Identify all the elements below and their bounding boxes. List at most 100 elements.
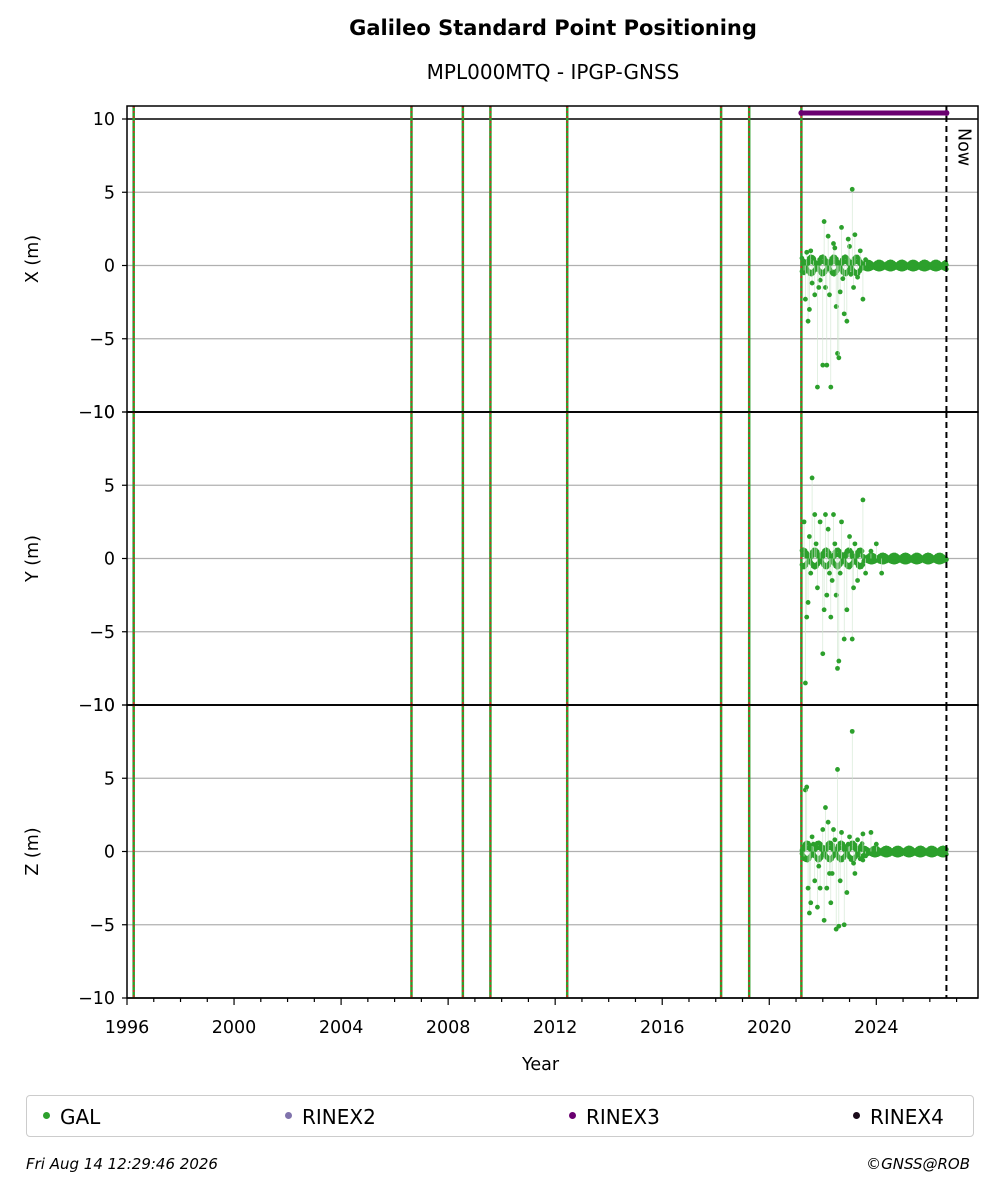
- data-point: [859, 841, 865, 846]
- y-tick-label: −10: [78, 403, 115, 423]
- y-tick-label: 10: [93, 696, 115, 716]
- data-point: [805, 318, 811, 324]
- y-tick-label: 0: [104, 843, 115, 863]
- data-point: [804, 249, 810, 255]
- y-axis-label: Z (m): [23, 827, 43, 875]
- x-tick-label: 2012: [533, 1018, 578, 1038]
- data-point: [832, 245, 838, 251]
- data-point: [944, 262, 949, 268]
- data-point: [808, 248, 814, 254]
- legend-item-gal: GAL: [43, 1105, 100, 1129]
- data-point: [832, 541, 838, 547]
- data-point: [813, 541, 819, 547]
- data-point: [809, 834, 815, 840]
- data-point: [944, 556, 949, 562]
- data-point: [839, 225, 844, 230]
- data-point: [835, 665, 840, 671]
- data-point: [821, 917, 827, 923]
- data-point: [855, 837, 860, 843]
- data-point: [820, 362, 826, 368]
- data-point: [879, 570, 885, 576]
- y-axis-label: Y (m): [23, 535, 43, 583]
- data-point: [851, 585, 856, 591]
- data-point: [841, 636, 847, 642]
- footer-timestamp: Fri Aug 14 12:29:46 2026: [26, 1155, 218, 1173]
- y-tick-label: 0: [104, 257, 115, 277]
- data-point: [842, 843, 847, 849]
- data-point: [801, 270, 807, 276]
- data-point: [804, 550, 810, 556]
- data-point: [821, 607, 827, 613]
- data-point: [819, 844, 825, 849]
- data-point: [802, 296, 808, 302]
- data-point: [823, 258, 829, 263]
- data-point: [825, 233, 831, 239]
- x-tick-label: 2020: [747, 1018, 792, 1038]
- data-point: [820, 827, 826, 832]
- y-tick-label: 5: [104, 476, 115, 496]
- data-point: [829, 270, 835, 276]
- data-point: [812, 878, 818, 884]
- y-tick-label: 10: [93, 403, 115, 423]
- data-point: [844, 318, 850, 324]
- data-point: [868, 548, 874, 554]
- chart-area: 10 5 0 −5 −10 X (m) 10 5 0 −5 −10 Y (m) 10 5 0 −5 −10 Z (…: [23, 105, 979, 1075]
- data-point: [831, 827, 836, 832]
- data-point: [808, 900, 814, 906]
- data-point: [817, 885, 823, 891]
- data-point: [823, 285, 828, 290]
- data-point: [807, 534, 812, 539]
- x-axis-label: Year: [521, 1055, 560, 1075]
- data-point: [844, 607, 850, 613]
- data-point: [851, 860, 856, 866]
- data-point: [860, 831, 866, 837]
- data-point: [807, 910, 812, 916]
- chart-title: Galileo Standard Point Positioning: [349, 16, 757, 40]
- x-tick-label: 2000: [212, 1018, 257, 1038]
- rinex3-bar-end: [943, 110, 950, 116]
- data-point: [863, 853, 869, 859]
- data-point: [841, 922, 847, 928]
- legend-item-rinex2: RINEX2: [285, 1105, 376, 1129]
- data-point: [801, 258, 806, 264]
- data-point: [816, 863, 822, 869]
- x-tick-label: 1996: [105, 1018, 150, 1038]
- data-point: [807, 307, 812, 312]
- x-tick-label: 2024: [854, 1018, 899, 1038]
- data-point: [860, 296, 866, 302]
- data-point: [833, 592, 839, 598]
- legend-label: RINEX4: [870, 1105, 944, 1129]
- now-label: Now: [953, 128, 973, 166]
- data-point: [845, 841, 851, 847]
- data-point: [827, 871, 832, 876]
- legend-marker-rinex2: [285, 1112, 292, 1119]
- data-point: [815, 904, 820, 910]
- data-point: [824, 362, 830, 368]
- data-point: [857, 856, 863, 862]
- data-point: [828, 900, 834, 906]
- data-point: [812, 292, 818, 298]
- legend-label: GAL: [60, 1105, 101, 1129]
- data-point: [860, 562, 866, 568]
- data-point: [852, 541, 858, 547]
- data-point: [855, 274, 860, 280]
- data-point: [847, 244, 852, 249]
- y-tick-label: 5: [104, 769, 115, 789]
- data-point: [836, 923, 842, 929]
- legend-item-rinex4: RINEX4: [853, 1105, 944, 1129]
- data-point: [833, 304, 839, 309]
- data-point: [836, 658, 842, 664]
- data-point: [828, 614, 834, 620]
- data-point: [811, 255, 816, 261]
- legend-label: RINEX3: [586, 1105, 660, 1129]
- y-tick-label: −10: [78, 989, 115, 1009]
- y-tick-label: 10: [93, 110, 115, 130]
- data-point: [835, 351, 840, 356]
- data-point: [855, 578, 860, 583]
- legend-marker-rinex3: [569, 1112, 576, 1119]
- data-point: [852, 232, 858, 238]
- data-point: [863, 257, 869, 263]
- data-point: [944, 851, 949, 857]
- data-point: [873, 841, 879, 847]
- y-tick-label: −10: [78, 696, 115, 716]
